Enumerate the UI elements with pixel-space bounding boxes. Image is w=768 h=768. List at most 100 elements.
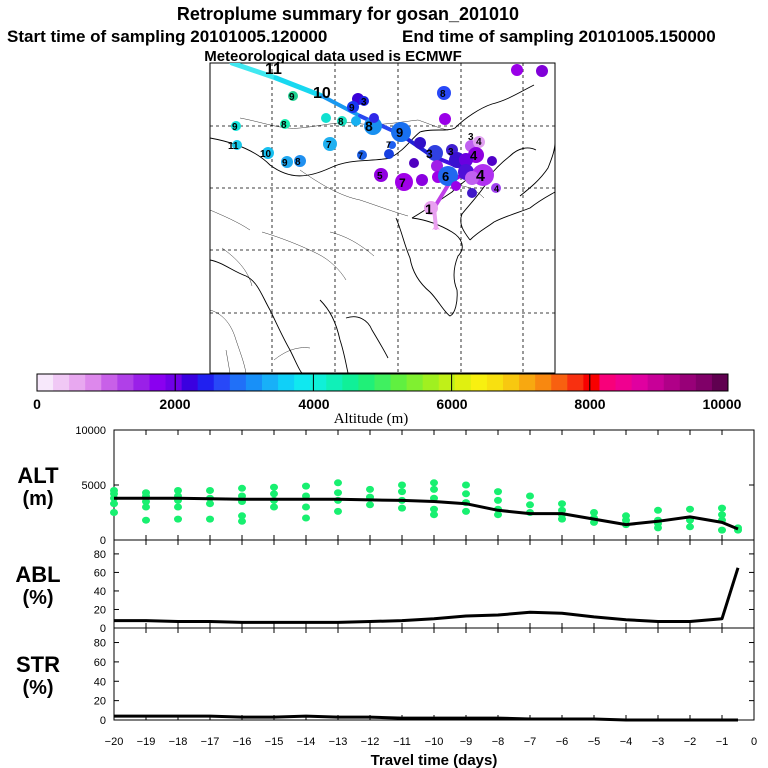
cluster-altitude-point bbox=[398, 504, 406, 512]
colorbar-swatch bbox=[486, 374, 504, 391]
cluster-altitude-point bbox=[686, 523, 694, 531]
colorbar-swatch bbox=[599, 374, 617, 391]
panel-frame bbox=[113, 539, 755, 629]
colorbar-swatch bbox=[390, 374, 408, 391]
colorbar-swatch bbox=[374, 374, 392, 391]
colorbar-tick: 8000 bbox=[574, 396, 605, 412]
x-tick-label: −17 bbox=[201, 736, 220, 748]
map-day-labels: 11 10 9 9 3 8 9 8 8 8 9 11 7 10 9 8 7 7 … bbox=[228, 61, 499, 217]
day-label-1: 1 bbox=[425, 201, 433, 217]
x-tick-label: −9 bbox=[460, 736, 473, 748]
cluster-altitude-point bbox=[174, 515, 182, 523]
plume-point bbox=[491, 183, 501, 193]
day-label-9: 9 bbox=[289, 92, 295, 103]
x-tick-label: −7 bbox=[524, 736, 537, 748]
day-label-7: 7 bbox=[326, 140, 332, 151]
colorbar-swatch bbox=[583, 374, 600, 391]
plume-point bbox=[359, 96, 369, 106]
cluster-altitude-point bbox=[366, 485, 374, 493]
colorbar-swatch bbox=[229, 374, 247, 391]
map-frame bbox=[209, 62, 556, 374]
plume-point bbox=[321, 113, 331, 123]
figure-title: Retroplume summary for gosan_201010 bbox=[177, 4, 519, 24]
y-tick-label: 5000 bbox=[82, 480, 106, 492]
plume-point bbox=[437, 86, 451, 100]
x-tick-label: −15 bbox=[265, 736, 284, 748]
cluster-altitude-point bbox=[462, 507, 470, 515]
cluster-altitude-point bbox=[206, 487, 214, 494]
x-tick-label: −19 bbox=[137, 736, 156, 748]
colorbar-swatch bbox=[519, 374, 536, 391]
cluster-altitude-point bbox=[334, 489, 342, 497]
cluster-altitude-point bbox=[430, 505, 438, 513]
cluster-altitude-point bbox=[462, 481, 470, 489]
cluster-altitude-point bbox=[526, 501, 534, 509]
plume-cluster-points bbox=[231, 64, 548, 215]
colorbar-swatch bbox=[101, 374, 118, 391]
cluster-altitude-point bbox=[238, 517, 246, 525]
cluster-altitude-point bbox=[366, 501, 374, 509]
cluster-altitude-point bbox=[398, 488, 406, 496]
colorbar-swatch bbox=[631, 374, 649, 391]
day-label-4: 4 bbox=[476, 137, 482, 148]
y-axis-label: ALT bbox=[17, 463, 59, 488]
y-axis-label: STR bbox=[16, 652, 60, 677]
y-tick-label: 60 bbox=[94, 567, 106, 579]
plume-point bbox=[323, 137, 337, 151]
y-axis-label: (%) bbox=[22, 587, 53, 609]
y-tick-label: 0 bbox=[100, 623, 106, 635]
plume-point bbox=[262, 147, 274, 159]
y-tick-label: 80 bbox=[94, 638, 106, 650]
day-label-8: 8 bbox=[338, 117, 344, 128]
x-tick-label: −4 bbox=[620, 736, 633, 748]
cluster-altitude-point bbox=[398, 481, 406, 489]
colorbar-swatch bbox=[679, 374, 697, 391]
cluster-altitude-point bbox=[334, 507, 342, 515]
plume-point bbox=[391, 122, 411, 142]
panel-alt: 10000 5000 0 ALT(m) bbox=[17, 425, 755, 547]
colorbar-swatch bbox=[294, 374, 311, 391]
day-label-3: 3 bbox=[361, 97, 367, 108]
colorbar-tick: 4000 bbox=[298, 396, 329, 412]
day-label-8: 8 bbox=[365, 118, 373, 134]
day-label-9: 9 bbox=[396, 125, 403, 140]
cluster-altitude-point bbox=[302, 503, 310, 511]
y-tick-label: 0 bbox=[100, 535, 106, 547]
colorbar-swatch bbox=[149, 374, 167, 391]
map-gridlines bbox=[210, 63, 555, 373]
plume-point bbox=[337, 116, 347, 126]
colorbar-swatch bbox=[342, 374, 359, 391]
day-label-4: 4 bbox=[476, 168, 485, 185]
x-tick-label: −10 bbox=[425, 736, 444, 748]
colorbar-swatch bbox=[615, 374, 633, 391]
colorbar-swatch bbox=[37, 374, 54, 391]
cluster-altitude-point bbox=[238, 512, 246, 520]
y-axis-label: (%) bbox=[22, 677, 53, 699]
day-label-3: 3 bbox=[448, 147, 454, 158]
start-time-label: Start time of sampling 20101005.120000 bbox=[7, 27, 327, 46]
x-tick-label: −2 bbox=[684, 736, 697, 748]
day-label-3: 3 bbox=[426, 147, 433, 161]
cluster-altitude-point bbox=[142, 498, 150, 505]
y-tick-label: 20 bbox=[94, 696, 106, 708]
plume-point bbox=[395, 173, 413, 191]
plume-point bbox=[231, 121, 241, 131]
plume-point bbox=[465, 171, 479, 185]
plume-point bbox=[459, 153, 473, 167]
cluster-altitude-point bbox=[110, 509, 118, 516]
plume-point bbox=[347, 101, 359, 113]
x-tick-label: −16 bbox=[233, 736, 252, 748]
plume-point bbox=[438, 166, 458, 186]
colorbar-swatch bbox=[213, 374, 231, 391]
colorbar-swatch bbox=[117, 374, 134, 391]
day-label-11: 11 bbox=[265, 61, 282, 78]
series-line bbox=[114, 567, 740, 624]
day-label-10: 10 bbox=[260, 149, 272, 160]
receptor-site-marker bbox=[432, 224, 440, 230]
plume-point bbox=[288, 91, 298, 101]
day-label-7: 7 bbox=[358, 151, 363, 161]
cluster-altitude-point bbox=[718, 511, 726, 519]
panel-frame bbox=[113, 627, 755, 721]
